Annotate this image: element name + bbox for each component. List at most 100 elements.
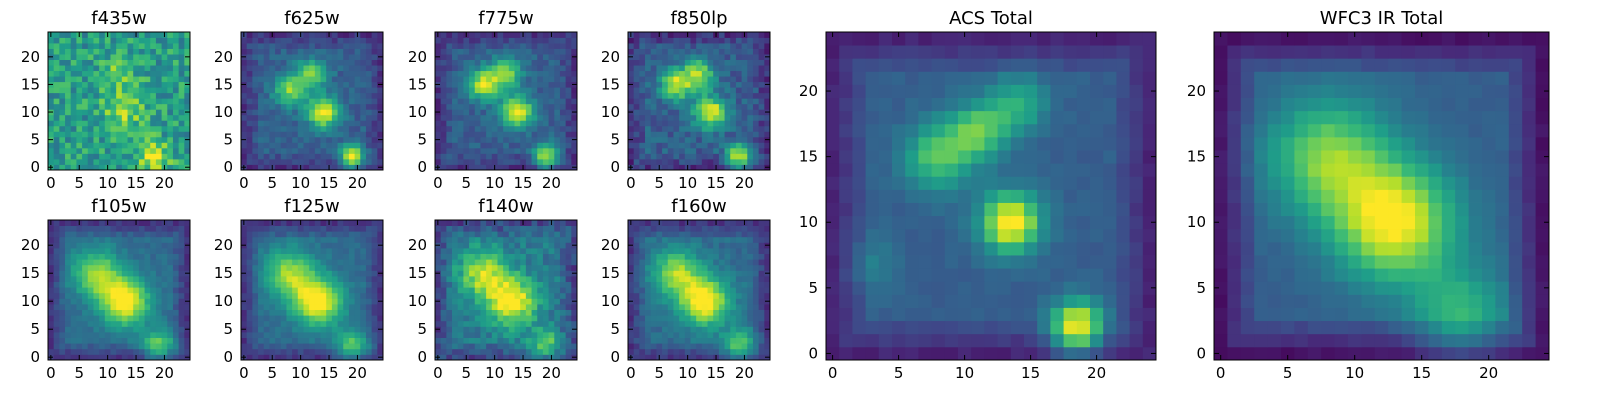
heatmap-cell (252, 76, 259, 83)
heatmap-cell (707, 326, 714, 333)
heatmap-cell (297, 87, 304, 94)
heatmap-cell (764, 37, 771, 44)
heatmap-cell (93, 43, 100, 49)
heatmap-cell (554, 270, 561, 277)
heatmap-cell (161, 76, 168, 83)
heatmap-cell (520, 98, 527, 105)
heatmap-cell (758, 326, 765, 333)
heatmap-cell (326, 298, 333, 305)
heatmap-cell (497, 236, 504, 243)
heatmap-cell (696, 276, 703, 282)
heatmap-cell (503, 292, 510, 299)
heatmap-cell (144, 54, 151, 60)
heatmap-cell (320, 298, 327, 305)
heatmap-cell (303, 326, 310, 333)
heatmap-cell (246, 54, 253, 60)
heatmap-cell (144, 114, 151, 121)
heatmap-cell (565, 147, 572, 154)
heatmap-cell (673, 309, 680, 316)
heatmap-cell (724, 59, 731, 66)
heatmap-cell (116, 354, 123, 361)
heatmap-cell (633, 343, 640, 350)
heatmap-cell (508, 48, 515, 55)
heatmap-cell (371, 54, 378, 60)
heatmap-cell (491, 315, 498, 322)
heatmap-cell (360, 103, 367, 110)
heatmap-cell (684, 142, 691, 149)
heatmap-cell (110, 225, 117, 232)
heatmap-cell (70, 70, 77, 77)
heatmap-cell (269, 236, 276, 243)
heatmap-cell (520, 309, 527, 316)
heatmap-cell (65, 253, 72, 260)
heatmap-cell (104, 81, 111, 88)
heatmap-cell (514, 48, 521, 55)
heatmap-cell (520, 87, 527, 94)
heatmap-cell (559, 276, 567, 282)
heatmap-cell (480, 48, 487, 55)
heatmap-cell (93, 337, 100, 344)
heatmap-cell (713, 109, 720, 116)
heatmap-cell (303, 270, 310, 277)
heatmap-cell (70, 292, 77, 299)
heatmap-cell (531, 259, 538, 266)
heatmap-cell (730, 114, 737, 121)
heatmap-cell (718, 287, 725, 294)
heatmap-cell (457, 343, 464, 350)
heatmap-cell (639, 87, 646, 94)
heatmap-cell (104, 147, 111, 154)
heatmap-cell (371, 270, 378, 277)
heatmap-cell (741, 320, 748, 327)
heatmap-cell (110, 37, 117, 44)
heatmap-cell (491, 98, 498, 105)
heatmap-cell (764, 332, 771, 338)
heatmap-cell (718, 76, 725, 83)
heatmap-cell (371, 120, 378, 127)
heatmap-cell (662, 48, 669, 55)
heatmap-cell (167, 287, 174, 294)
heatmap-cell (707, 120, 714, 127)
heatmap-cell (735, 54, 742, 60)
heatmap-cell (99, 120, 106, 127)
heatmap-cell (435, 114, 442, 121)
heatmap-cell (326, 332, 333, 338)
heatmap-cell (116, 332, 123, 338)
heatmap-cell (503, 59, 510, 66)
heatmap-cell (309, 32, 316, 38)
heatmap-cell (309, 270, 316, 277)
heatmap-cell (360, 270, 367, 277)
heatmap-cell (150, 337, 157, 344)
heatmap-cell (263, 242, 270, 249)
heatmap-cell (503, 37, 510, 44)
heatmap-cell (741, 315, 748, 322)
heatmap-cell (542, 236, 549, 243)
x-tick-label: 5 (267, 364, 277, 382)
heatmap-cell (275, 120, 282, 127)
heatmap-cell (303, 147, 310, 154)
heatmap-cell (503, 125, 510, 132)
heatmap-cell (565, 158, 572, 165)
heatmap-cell (246, 292, 253, 299)
heatmap-cell (184, 276, 191, 282)
heatmap-cell (246, 87, 253, 94)
heatmap-cell (286, 264, 293, 271)
heatmap-cell (542, 92, 549, 99)
heatmap-cell (371, 253, 378, 260)
heatmap-cell (167, 253, 174, 260)
heatmap-cell (337, 87, 344, 94)
heatmap-cell (371, 276, 378, 282)
heatmap-cell (348, 37, 355, 44)
heatmap-cell (452, 158, 459, 165)
heatmap-cell (144, 147, 151, 154)
heatmap-cell (144, 37, 151, 44)
heatmap-cell (360, 292, 367, 299)
heatmap-cell (161, 70, 168, 77)
heatmap-cell (138, 76, 145, 83)
heatmap-cell (331, 48, 338, 55)
heatmap-cell (104, 98, 111, 105)
heatmap-cell (65, 332, 72, 338)
heatmap-cell (252, 348, 259, 355)
heatmap-cell (514, 248, 521, 254)
heatmap-cell (275, 92, 282, 99)
heatmap-cell (144, 309, 151, 316)
